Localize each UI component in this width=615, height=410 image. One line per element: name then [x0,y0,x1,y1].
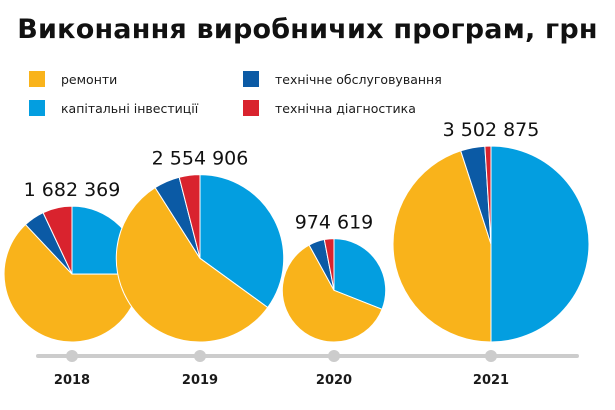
timeline-dot-2020 [328,350,340,362]
pie-2019-total-label: 2 554 906 [152,148,249,170]
legend-label-maintenance: технічне обслуговування [275,71,442,87]
legend-item-capital-investments: капітальні інвестиції [29,100,198,116]
pie-2018-slice-diagnostics [42,205,73,275]
year-label-2019: 2019 [182,373,218,388]
legend-label-capital-investments: капітальні інвестиції [61,100,199,116]
pie-2020-slice-diagnostics [323,238,335,291]
legend-item-repairs: ремонти [29,71,117,87]
timeline-dot-2019 [194,350,206,362]
legend-swatch-maintenance [243,71,259,87]
timeline-dot-2018 [66,350,78,362]
pie-2021-slice-diagnostics [484,145,492,245]
legend-label-repairs: ремонти [61,71,118,87]
year-label-2018: 2018 [54,373,90,388]
pie-2019-slice-repairs [115,186,269,343]
pie-2021-total-label: 3 502 875 [443,119,540,141]
timeline-dot-2021 [485,350,497,362]
pie-2020-slice-repairs [281,244,383,343]
pie-2019-slice-diagnostics [178,174,201,259]
year-label-2021: 2021 [473,373,509,388]
pie-2021-slice-repairs [392,150,492,343]
legend-swatch-capital-investments [29,100,45,116]
pie-2018-total-label: 1 682 369 [24,179,121,201]
pie-2018-slice-repairs [3,223,141,343]
pie-2020-total-label: 974 619 [295,212,374,234]
pie-2020-slice-capital-investments [333,238,387,310]
pie-2019-slice-capital-investments [199,174,285,309]
chart-title: Виконання виробничих програм, грн [17,14,598,45]
legend-swatch-diagnostics [243,100,259,116]
legend-label-diagnostics: технічна діагностика [275,100,416,116]
year-label-2020: 2020 [316,373,352,388]
pie-2021-slice-capital-investments [490,145,590,343]
legend-swatch-repairs [29,71,45,87]
legend-item-maintenance: технічне обслуговування [243,71,442,87]
legend-item-diagnostics: технічна діагностика [243,100,416,116]
